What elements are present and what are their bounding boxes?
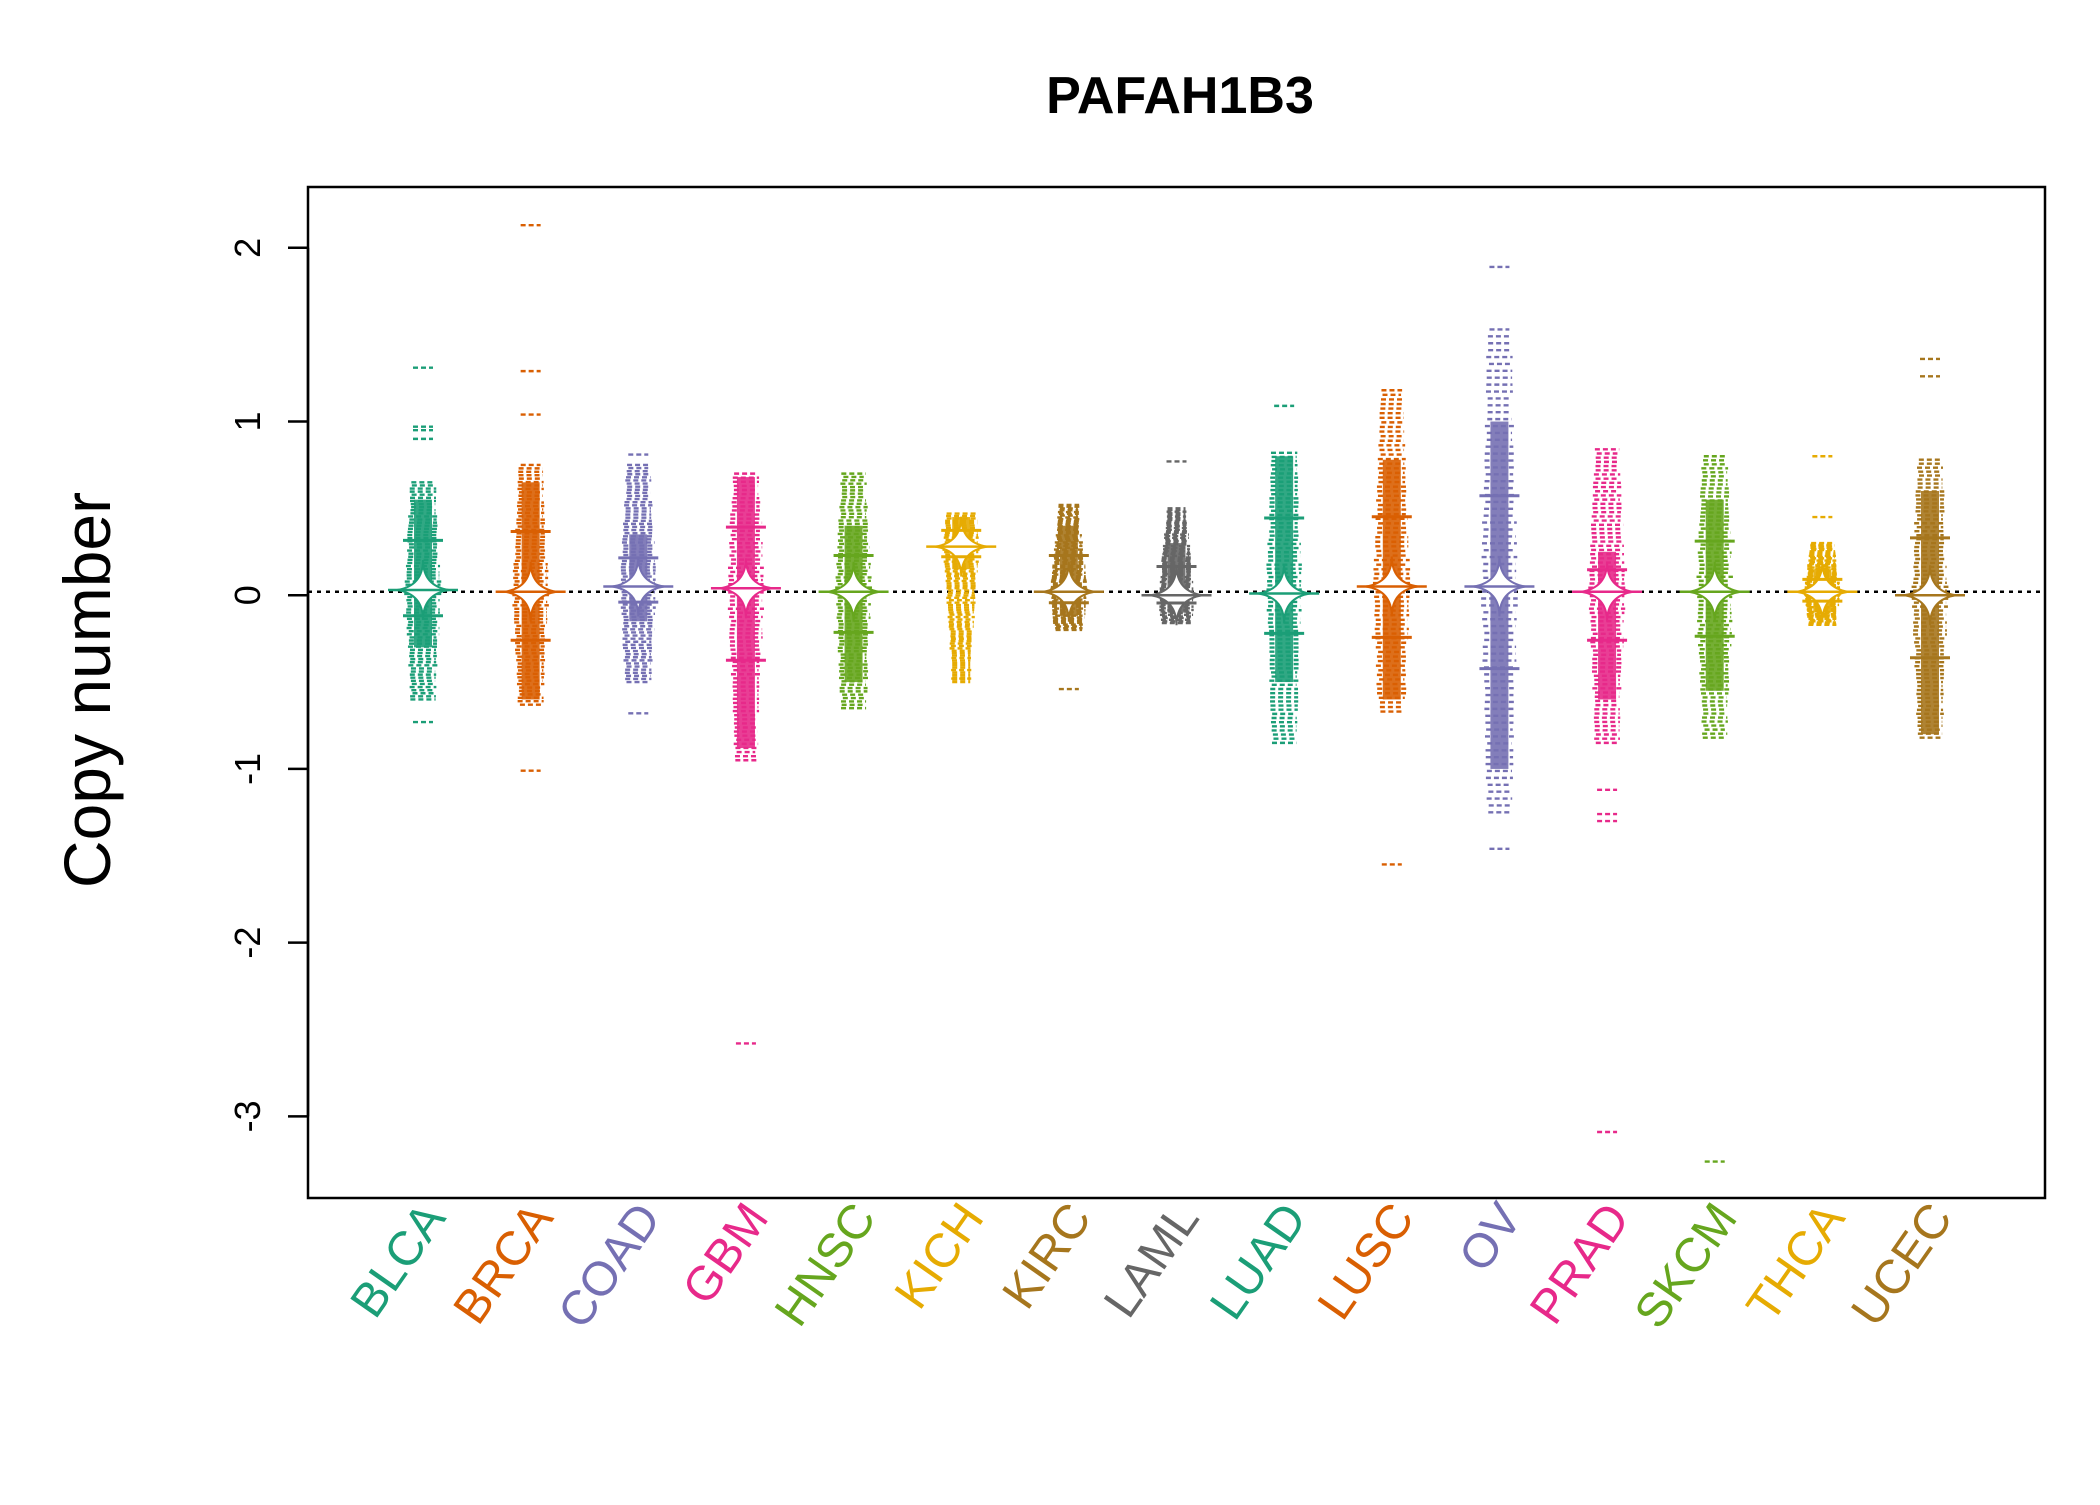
x-tick-label: UCEC (1842, 1194, 1963, 1336)
bean: BLCA (341, 366, 458, 1327)
plot-frame (306, 185, 2047, 1200)
x-tick-label: GBM (673, 1194, 779, 1314)
bean: COAD (548, 453, 674, 1338)
bean: OV (1449, 265, 1535, 1281)
x-tick-label: HNSC (765, 1194, 886, 1336)
bean: GBM (673, 472, 781, 1314)
y-tick-label: -1 (227, 753, 268, 785)
y-tick-label: -2 (227, 927, 268, 959)
x-tick-label: THCA (1737, 1194, 1855, 1331)
x-tick-label: KICH (885, 1194, 994, 1318)
bean: KIRC (993, 503, 1104, 1318)
bean: LUSC (1308, 389, 1427, 1329)
y-tick-label: -3 (227, 1100, 268, 1132)
bean: UCEC (1842, 357, 1965, 1336)
y-tick-label: 2 (227, 238, 268, 258)
x-tick-label: LUAD (1200, 1194, 1317, 1329)
chart-title: PAFAH1B3 (1046, 67, 1314, 125)
bean: LUAD (1200, 404, 1320, 1329)
x-tick-label: LUSC (1308, 1194, 1425, 1329)
x-tick-label: BLCA (341, 1194, 456, 1327)
y-axis-label: Copy number (50, 492, 124, 888)
bean: PRAD (1520, 448, 1643, 1334)
x-tick-label: PRAD (1520, 1194, 1640, 1334)
bean: THCA (1737, 455, 1858, 1331)
y-tick-label: 1 (227, 411, 268, 431)
x-tick-label: COAD (548, 1194, 671, 1338)
x-tick-label: LAML (1094, 1194, 1209, 1327)
y-tick-label: 0 (227, 585, 268, 605)
x-tick-label: SKCM (1625, 1194, 1748, 1338)
x-tick-label: BRCA (444, 1194, 564, 1334)
bean: HNSC (765, 472, 889, 1336)
bean: BRCA (444, 224, 566, 1334)
x-tick-label: OV (1449, 1194, 1532, 1281)
bean: SKCM (1625, 455, 1750, 1338)
x-tick-label: KIRC (993, 1194, 1102, 1318)
